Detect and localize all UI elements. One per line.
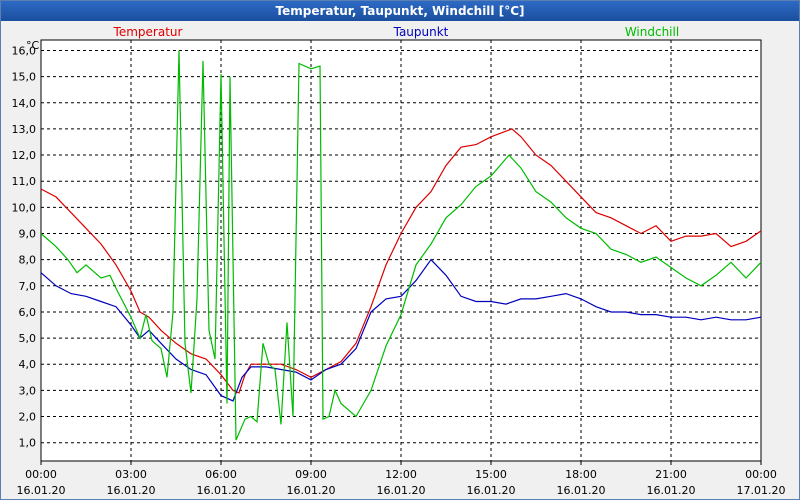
y-tick-label: 1,0: [19, 437, 37, 450]
x-tick-time: 21:00: [655, 468, 687, 481]
x-tick-time: 03:00: [115, 468, 147, 481]
x-tick-time: 00:00: [745, 468, 777, 481]
x-tick-date: 16.01.20: [197, 484, 246, 497]
y-axis-unit-label: °C: [26, 39, 40, 52]
y-tick-label: 12,0: [12, 149, 37, 162]
y-tick-label: 11,0: [12, 175, 37, 188]
legend: Temperatur Taupunkt Windchill: [113, 25, 680, 39]
legend-taupunkt: Taupunkt: [393, 25, 449, 39]
legend-windchill: Windchill: [625, 25, 679, 39]
x-tick-date: 16.01.20: [287, 484, 336, 497]
x-tick-time: 06:00: [205, 468, 237, 481]
x-tick-date: 16.01.20: [107, 484, 156, 497]
y-tick-label: 14,0: [12, 97, 37, 110]
x-tick-time: 12:00: [385, 468, 417, 481]
x-tick-date: 16.01.20: [557, 484, 606, 497]
series-group: [40, 50, 762, 441]
grid-lines: [40, 40, 762, 461]
x-tick-date: 17.01.20: [737, 484, 786, 497]
y-tick-label: 3,0: [19, 384, 37, 397]
x-tick-time: 18:00: [565, 468, 597, 481]
x-axis: 00:00 16.01.20 03:00 16.01.20 06:00 16.01.20 0…: [17, 461, 786, 497]
y-tick-label: 6,0: [19, 306, 37, 319]
y-axis: °C 1,0 2,0 3,0 4,0 5,0 6,0 7,0 8,0 9,0 10,0 11,0 12…: [12, 39, 40, 450]
x-tick-date: 16.01.20: [467, 484, 516, 497]
series-line-temperatur: [40, 128, 762, 394]
y-tick-label: 5,0: [19, 332, 37, 345]
legend-temperatur: Temperatur: [113, 25, 183, 39]
x-tick-date: 16.01.20: [17, 484, 66, 497]
y-tick-label: 8,0: [19, 254, 37, 267]
y-tick-label: 9,0: [19, 228, 37, 241]
x-tick-time: 15:00: [475, 468, 507, 481]
x-tick-date: 16.01.20: [647, 484, 696, 497]
x-tick-time: 00:00: [25, 468, 57, 481]
y-tick-label: 7,0: [19, 280, 37, 293]
x-tick-time: 09:00: [295, 468, 327, 481]
x-tick-date: 16.01.20: [377, 484, 426, 497]
y-tick-label: 15,0: [12, 71, 37, 84]
y-tick-label: 10,0: [12, 201, 37, 214]
y-tick-label: 2,0: [19, 411, 37, 424]
y-tick-label: 13,0: [12, 123, 37, 136]
series-line-windchill: [40, 50, 762, 441]
series-line-taupunkt: [40, 258, 762, 402]
window-title: Temperatur, Taupunkt, Windchill [°C]: [1, 1, 799, 21]
y-tick-label: 4,0: [19, 358, 37, 371]
y-tick-label: 16,0: [12, 44, 37, 57]
